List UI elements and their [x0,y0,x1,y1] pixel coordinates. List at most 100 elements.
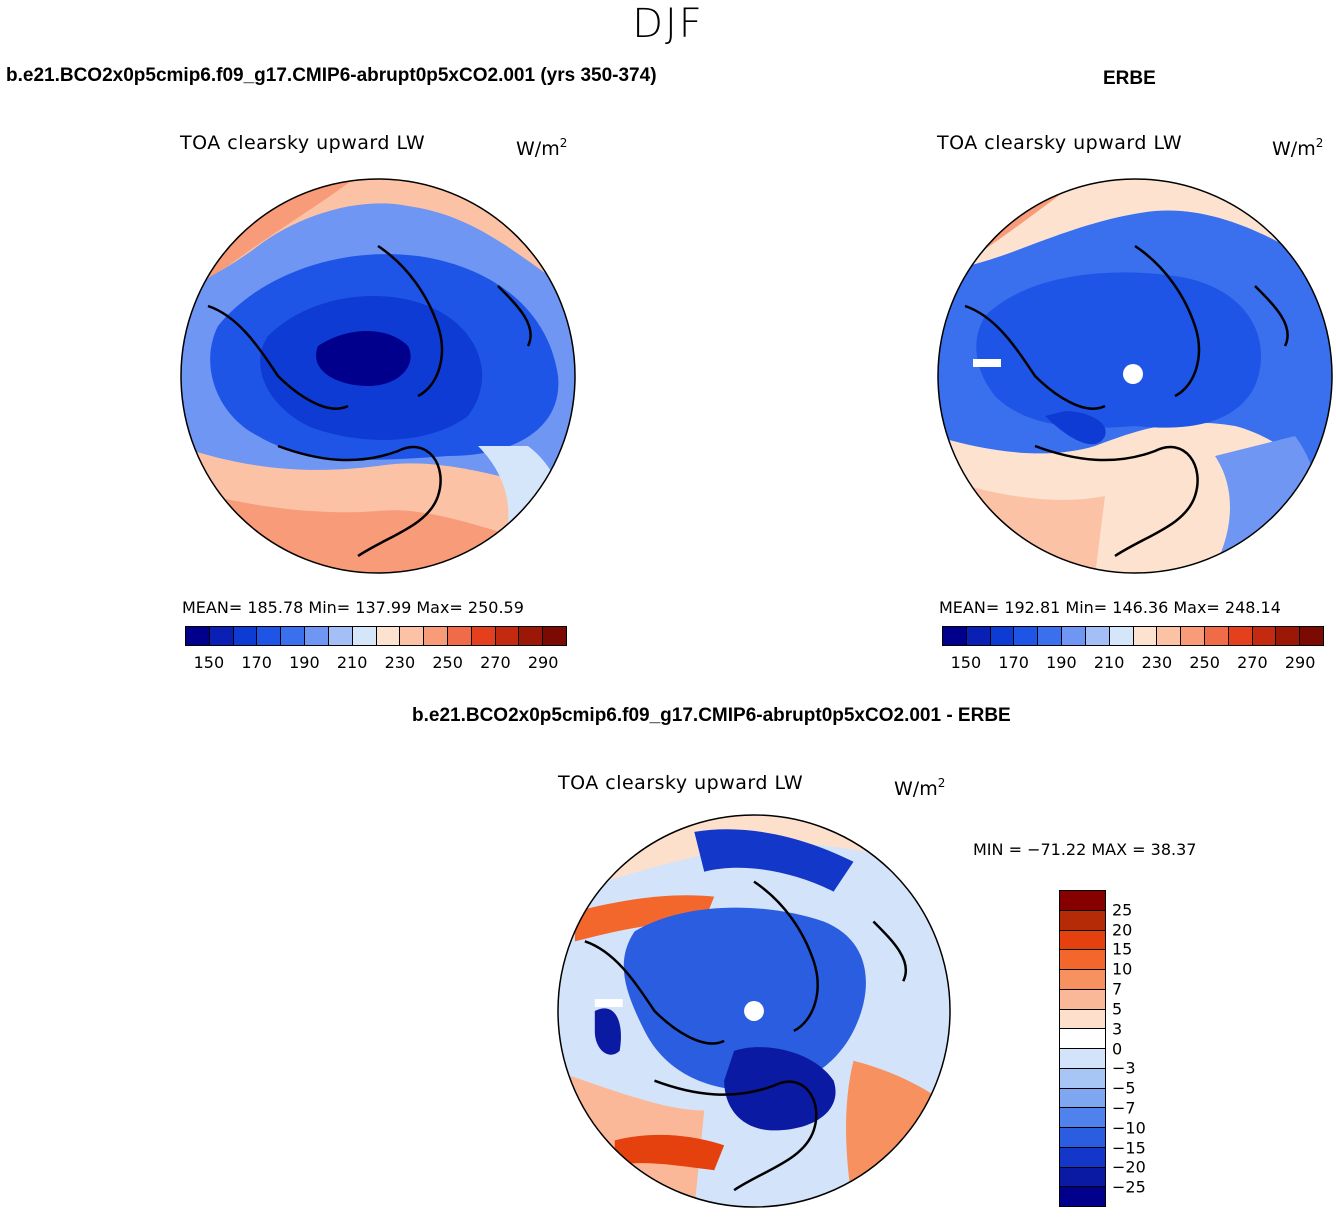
obs-polar-map [937,178,1333,574]
colorbar-swatch [495,627,520,645]
colorbar-swatch [1085,627,1110,645]
colorbar-tick-label: 10 [1112,959,1133,979]
colorbar-swatch [1038,627,1063,645]
colorbar-tick-label: −20 [1112,1157,1146,1177]
colorbar-swatch [424,627,448,645]
map-field-warm-south-core [614,1134,725,1171]
colorbar-swatch [376,627,401,645]
colorbar-swatch [543,627,566,645]
colorbar-swatch [1060,1088,1105,1109]
coastlines [584,880,908,1192]
colorbar-tick-label: −7 [1112,1098,1136,1118]
colorbar-swatch [233,627,258,645]
colorbar-swatch [1060,1068,1105,1089]
colorbar-swatch [1014,627,1039,645]
colorbar-swatch [1060,1108,1105,1128]
colorbar-swatch [1060,930,1105,951]
colorbar-tick-label: 230 [1141,653,1173,672]
colorbar-swatch [328,627,353,645]
map-field-warm-band [574,895,715,942]
colorbar-tick-label: 170 [998,653,1029,672]
model-stats: MEAN= 185.78 Min= 137.99 Max= 250.59 [182,598,524,617]
colorbar-tick-label: 190 [289,653,320,672]
colorbar-swatch [447,627,472,645]
map-border [180,178,576,574]
colorbar-swatch [1060,891,1105,911]
colorbar-swatch [519,627,544,645]
colorbar-tick-label: 230 [384,653,416,672]
colorbar-swatch [400,627,425,645]
colorbar-tick-label: 150 [950,653,982,672]
colorbar-tick-label: 0 [1112,1039,1123,1058]
colorbar-swatch [990,627,1015,645]
units-base: W/m [516,138,560,160]
coastlines [964,244,1289,558]
model-panel-title: TOA clearsky upward LW [180,132,426,154]
colorbar-swatch [352,627,377,645]
colorbar-swatch [1060,1029,1105,1049]
colorbar-tick-label: 290 [527,653,559,672]
obs-colorbar-ticks: 150 170 190 210 230 250 270 290 [942,653,1324,675]
missing-data-patch [594,999,623,1008]
colorbar-swatch [966,627,991,645]
figure-title: DJF [632,1,704,47]
colorbar-swatch [1060,970,1105,990]
obs-units: W/m2 [1272,131,1323,161]
colorbar-tick-label: 150 [193,653,225,672]
colorbar-swatch [1109,627,1134,645]
colorbar-tick-label: 15 [1112,939,1133,959]
pole-hole [1123,364,1143,384]
model-colorbar-ticks: 150 170 190 210 230 250 270 290 [185,653,567,675]
map-field-cold [623,907,866,1091]
colorbar-swatch [1181,627,1205,645]
colorbar-tick-label: 210 [336,653,368,672]
colorbar-tick-label: 170 [241,653,272,672]
colorbar-tick-label: 270 [1237,653,1268,672]
units-base: W/m [1272,138,1316,160]
diff-case-title: b.e21.BCO2x0p5cmip6.f09_g17.CMIP6-abrupt… [412,705,1011,726]
colorbar-tick-label: 20 [1112,920,1133,940]
model-case-title: b.e21.BCO2x0p5cmip6.f09_g17.CMIP6-abrupt… [6,65,657,86]
model-units: W/m2 [516,131,567,161]
colorbar-swatch [1060,1009,1105,1030]
colorbar-swatch [1060,1128,1105,1148]
map-field-cold-north [694,829,854,892]
colorbar-swatch [1276,627,1301,645]
colorbar-tick-label: −3 [1112,1058,1136,1078]
obs-colorbar [942,626,1324,646]
colorbar-tick-label: −25 [1112,1177,1146,1197]
colorbar-swatch [1060,989,1105,1010]
colorbar-tick-label: −10 [1112,1118,1146,1138]
units-exp: 2 [937,776,946,790]
map-field-coldest [316,331,411,386]
map-field-colder [1045,411,1106,445]
missing-data-patch [973,359,1001,367]
obs-case-title: ERBE [1103,68,1156,89]
colorbar-swatch [305,627,329,645]
colorbar-swatch [471,627,496,645]
diff-units: W/m2 [894,771,945,801]
colorbar-tick-label: 7 [1112,979,1123,999]
colorbar-swatch [1133,627,1158,645]
map-border [937,178,1333,574]
colorbar-swatch [186,627,210,645]
colorbar-swatch [281,627,306,645]
map-border [557,814,951,1208]
colorbar-tick-label: −15 [1112,1138,1146,1158]
diff-polar-map [557,814,951,1208]
colorbar-swatch [1204,627,1229,645]
colorbar-swatch [1060,950,1105,970]
map-field-colder [724,1047,836,1131]
colorbar-tick-label: 25 [1112,900,1133,920]
colorbar-tick-label: −5 [1112,1078,1136,1098]
colorbar-swatch [1300,627,1323,645]
model-polar-map [180,178,576,574]
map-field-cool-sw [1215,436,1318,573]
colorbar-swatch [943,627,967,645]
colorbar-tick-label: 5 [1112,999,1123,1019]
colorbar-tick-label: 290 [1284,653,1316,672]
diff-colorbar [1059,890,1106,1207]
diff-panel-title: TOA clearsky upward LW [558,772,804,794]
colorbar-swatch [257,627,282,645]
colorbar-swatch [209,627,234,645]
